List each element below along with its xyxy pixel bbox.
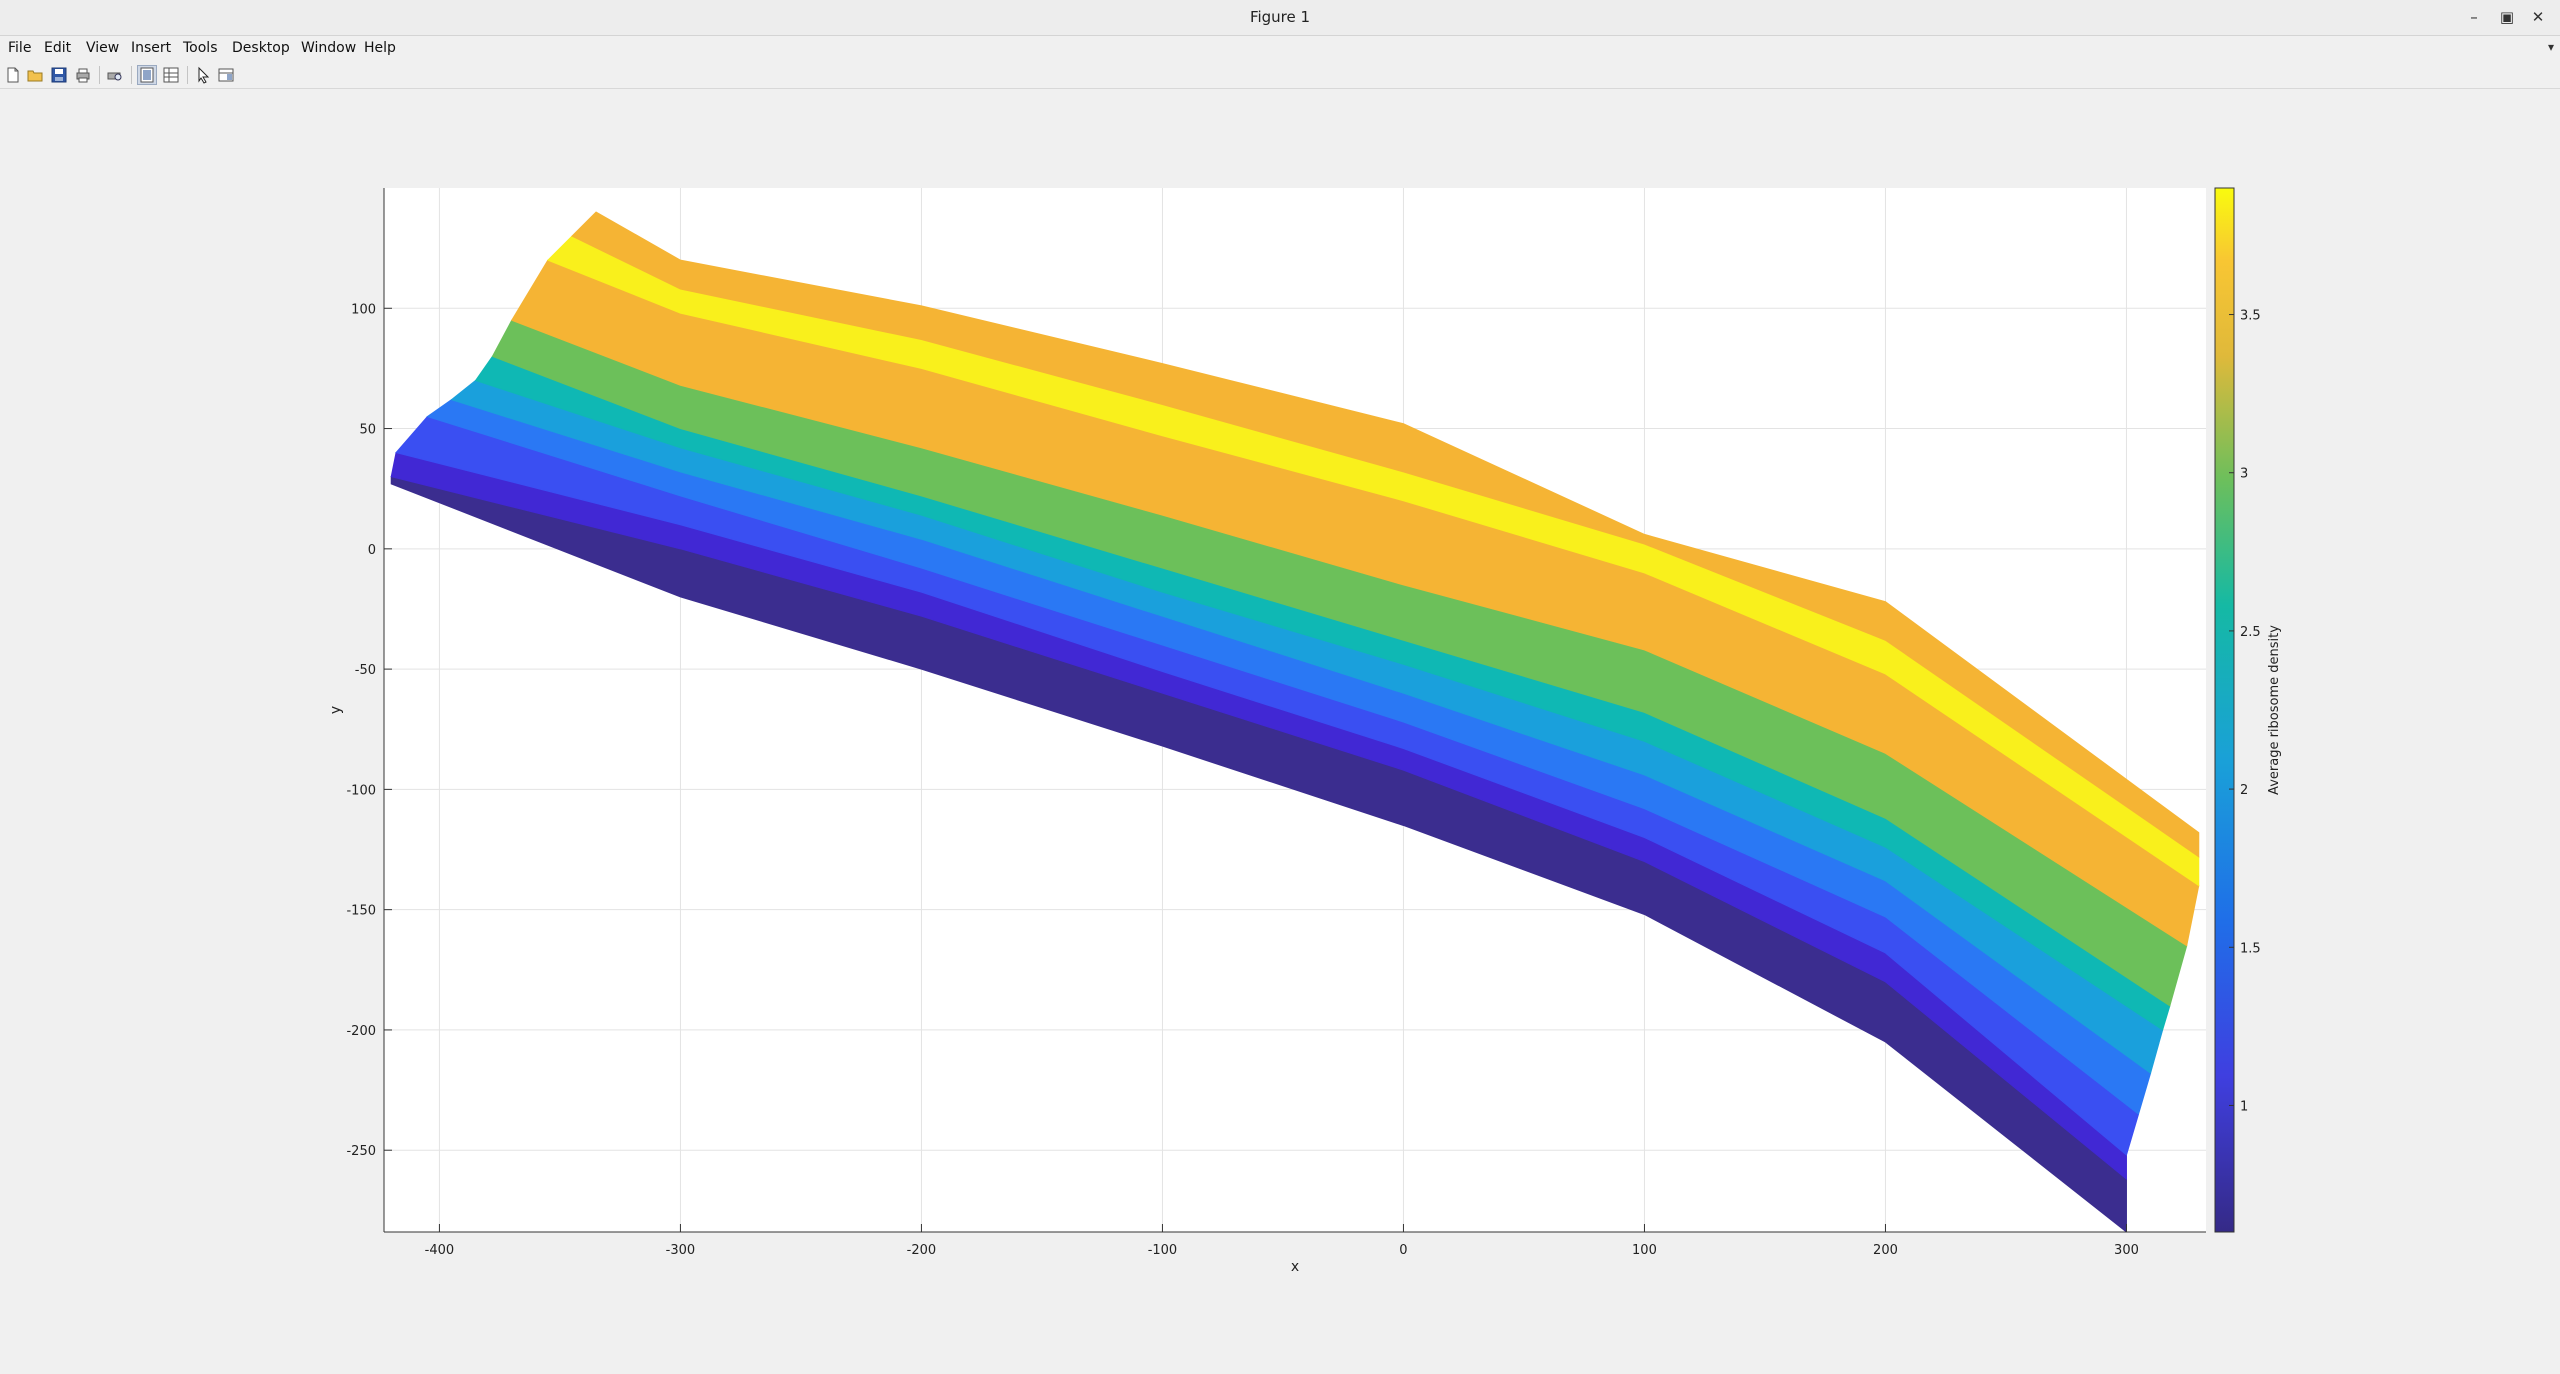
- maximize-icon[interactable]: ▣: [2499, 8, 2515, 26]
- window-title: Figure 1: [1249, 8, 1311, 26]
- colorbar[interactable]: [2214, 187, 2235, 1233]
- menu-view[interactable]: View: [86, 40, 120, 56]
- toolbar-separator: [131, 66, 132, 84]
- hide-plot-tools-icon[interactable]: [137, 65, 157, 85]
- minimize-icon[interactable]: –: [2470, 8, 2478, 26]
- menu-bar: File Edit View Insert Tools Desktop Wind…: [0, 36, 2560, 61]
- x-tick-label: 100: [1632, 1243, 1657, 1258]
- menu-tools[interactable]: Tools: [183, 40, 218, 56]
- toolbar-separator: [187, 66, 188, 84]
- y-tick-label: 100: [351, 302, 376, 317]
- menu-window[interactable]: Window: [301, 40, 357, 56]
- y-axis-label: y: [328, 706, 344, 714]
- window-titlebar: Figure 1 – ▣ ✕: [0, 0, 2560, 36]
- scatter-points: [390, 211, 2200, 1232]
- edit-plot-arrow-icon[interactable]: [194, 66, 212, 84]
- menu-edit[interactable]: Edit: [44, 40, 72, 56]
- x-tick-label: 300: [2114, 1243, 2139, 1258]
- figure-toolbar: [0, 62, 2560, 89]
- show-plot-tools-icon[interactable]: [162, 66, 180, 84]
- colorbar-tick-label: 1.5: [2240, 941, 2261, 956]
- x-tick-label: 0: [1399, 1243, 1407, 1258]
- x-tick-label: -100: [1148, 1243, 1178, 1258]
- colorbar-tick-label: 2.5: [2240, 625, 2261, 640]
- y-tick-label: -50: [355, 663, 376, 678]
- y-tick-label: 0: [368, 543, 376, 558]
- y-tick-label: -150: [346, 904, 376, 919]
- y-tick-label: -250: [346, 1144, 376, 1159]
- axes: -400 -300 -200 -100 0 100 200 300 -250 -200 -150 -1…: [346, 188, 2206, 1258]
- x-tick-label: -300: [666, 1243, 696, 1258]
- y-tick-label: 50: [359, 423, 376, 438]
- print-icon[interactable]: [74, 66, 92, 84]
- toolbar-separator: [99, 66, 100, 84]
- colorbar-tick-label: 3.5: [2240, 309, 2261, 324]
- x-tick-label: 200: [1873, 1243, 1898, 1258]
- dock-arrow-icon[interactable]: ▾: [2547, 40, 2554, 54]
- colorbar-tick-label: 2: [2240, 783, 2248, 798]
- colorbar-label: Average ribosome density: [2267, 625, 2282, 795]
- x-tick-label: -400: [425, 1243, 455, 1258]
- y-tick-label: -100: [346, 783, 376, 798]
- print-preview-icon[interactable]: [106, 66, 124, 84]
- menu-insert[interactable]: Insert: [131, 40, 172, 56]
- x-axis-label: x: [1291, 1259, 1299, 1275]
- open-file-icon[interactable]: [26, 66, 44, 84]
- menu-desktop[interactable]: Desktop: [232, 40, 290, 56]
- menu-file[interactable]: File: [8, 40, 32, 56]
- colorbar-tick-label: 3: [2240, 467, 2248, 482]
- y-tick-label: -200: [346, 1024, 376, 1039]
- colorbar-ticks: 1 1.5 2 2.5 3 3.5: [2229, 309, 2261, 1114]
- close-icon[interactable]: ✕: [2531, 8, 2545, 26]
- density-band-9: [571, 211, 2200, 858]
- new-figure-icon[interactable]: [4, 66, 22, 84]
- save-icon[interactable]: [50, 66, 68, 84]
- property-editor-icon[interactable]: [217, 66, 235, 84]
- colorbar-tick-label: 1: [2240, 1099, 2248, 1114]
- menu-help[interactable]: Help: [364, 40, 396, 56]
- x-tick-label: -200: [907, 1243, 937, 1258]
